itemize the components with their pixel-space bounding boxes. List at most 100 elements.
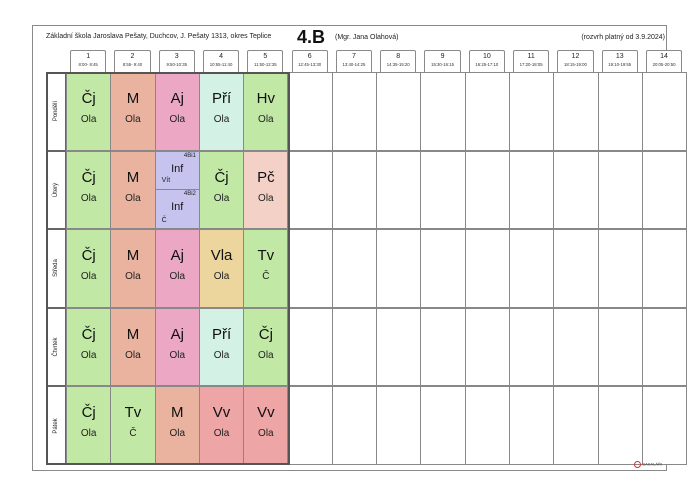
teacher-code: Ola (213, 271, 230, 283)
period-number: 4 (219, 53, 223, 60)
empty-cell[interactable] (376, 307, 422, 387)
lesson-cell[interactable]: Čj Ola (66, 72, 112, 151)
empty-cell[interactable] (376, 150, 422, 230)
lesson-cell[interactable]: Čj Ola (66, 150, 112, 230)
empty-cell[interactable] (553, 72, 599, 151)
empty-cell[interactable] (464, 307, 510, 387)
subject-code: M (126, 247, 140, 265)
lesson-cell[interactable]: Čj Ola (66, 386, 112, 465)
empty-cell[interactable] (420, 150, 466, 230)
lesson-cell[interactable]: Pří Ola (198, 72, 245, 151)
empty-cell[interactable] (376, 386, 422, 465)
empty-cell[interactable] (420, 307, 466, 387)
subject-code: Čj (81, 325, 96, 343)
teacher-code: Ola (213, 114, 230, 125)
subject-code: M (126, 168, 140, 186)
empty-cell[interactable] (553, 307, 599, 387)
lesson-cell[interactable]: Tv Č (110, 386, 156, 465)
empty-cell[interactable] (641, 229, 688, 308)
split-lesson-cell[interactable]: 4Bi1 Inf Vít 4Bi2 Inf Č (154, 150, 200, 230)
empty-cell[interactable] (641, 386, 688, 465)
empty-cell[interactable] (287, 72, 333, 151)
day-row: Pátek Čj Ola Tv Č M Ola Vv Ola Vv Ola (46, 386, 688, 465)
period-time: 18:15-19:00 (563, 62, 587, 67)
empty-cell[interactable] (597, 386, 643, 465)
empty-cell[interactable] (464, 150, 510, 230)
empty-cell[interactable] (553, 386, 599, 465)
day-row: Úterý Čj Ola M Ola 4Bi1 Inf Vít 4Bi2 Inf Č Čj Ola Pč O… (46, 150, 688, 230)
lesson-cell[interactable]: Aj Ola (154, 307, 200, 387)
group-lesson-bottom[interactable]: 4Bi2 Inf Č (155, 189, 199, 229)
lesson-cell[interactable]: Vv Ola (198, 386, 245, 465)
lesson-cell[interactable]: Čj Ola (198, 150, 245, 230)
empty-cell[interactable] (641, 72, 688, 151)
empty-cell[interactable] (553, 150, 599, 230)
day-name: Pátek (53, 418, 59, 434)
empty-cell[interactable] (420, 386, 466, 465)
empty-cell[interactable] (287, 229, 333, 308)
subject-code: Čj (81, 90, 96, 107)
empty-cell[interactable] (420, 72, 466, 151)
empty-cell[interactable] (509, 150, 555, 230)
empty-cell[interactable] (376, 229, 422, 308)
empty-cell[interactable] (641, 307, 688, 387)
period-header-14: 14 20:05-20:50 (645, 50, 683, 72)
empty-cell[interactable] (597, 307, 643, 387)
period-number: 5 (263, 53, 268, 60)
empty-cell[interactable] (464, 229, 510, 308)
empty-cell[interactable] (509, 386, 555, 465)
lesson-cell[interactable]: Čj Ola (243, 307, 289, 387)
empty-cell[interactable] (509, 307, 555, 387)
empty-cell[interactable] (287, 386, 333, 465)
lesson-cell[interactable]: M Ola (110, 150, 156, 230)
teacher-code: Vít (161, 176, 171, 184)
empty-cell[interactable] (376, 72, 422, 151)
empty-cell[interactable] (464, 386, 510, 465)
lesson-cell[interactable]: Hv Ola (243, 72, 289, 151)
period-number: 14 (660, 53, 668, 60)
lesson-cell[interactable]: Čj Ola (66, 229, 112, 308)
empty-cell[interactable] (597, 150, 643, 230)
period-time: 8:00- 8:45 (78, 62, 98, 67)
lesson-cell[interactable]: Vv Ola (243, 386, 289, 465)
lesson-cell[interactable]: M Ola (110, 72, 156, 151)
period-header-2: 2 8:55- 9:40 (114, 50, 151, 72)
empty-cell[interactable] (420, 229, 466, 308)
lesson-cell[interactable]: M Ola (110, 307, 156, 387)
empty-cell[interactable] (331, 229, 378, 308)
empty-cell[interactable] (331, 72, 378, 151)
empty-cell[interactable] (287, 150, 333, 230)
lesson-cell[interactable]: Pří Ola (198, 307, 245, 387)
logo-text: BAKALÁŘI (642, 461, 662, 467)
period-header-11: 11 17:20-18:05 (513, 50, 550, 72)
day-label: Pátek (46, 386, 66, 465)
lesson-cell[interactable]: M Ola (154, 386, 200, 465)
lesson-cell[interactable]: M Ola (110, 229, 156, 308)
empty-cell[interactable] (641, 150, 688, 230)
empty-cell[interactable] (509, 229, 555, 308)
empty-cell[interactable] (331, 150, 378, 230)
empty-cell[interactable] (553, 229, 599, 308)
day-label: Čtvrtek (46, 307, 66, 387)
empty-cell[interactable] (509, 72, 555, 151)
empty-cell[interactable] (331, 307, 378, 387)
lesson-cell[interactable]: Aj Ola (154, 229, 200, 308)
lesson-cell[interactable]: Pč Ola (243, 150, 289, 230)
lesson-cell[interactable]: Čj Ola (66, 307, 112, 387)
empty-cell[interactable] (597, 229, 643, 308)
empty-cell[interactable] (331, 386, 378, 465)
empty-cell[interactable] (287, 307, 333, 387)
group-lesson-top[interactable]: 4Bi1 Inf Vít (155, 151, 199, 190)
day-label: Středa (46, 229, 66, 308)
period-header-5: 5 11:50-12:35 (247, 50, 284, 72)
lesson-cell[interactable]: Vla Ola (198, 229, 245, 308)
lesson-cell[interactable]: Tv Č (243, 229, 289, 308)
subject-code: Pč (257, 168, 275, 186)
empty-cell[interactable] (597, 72, 643, 151)
day-name: Pondělí (53, 101, 59, 122)
empty-cell[interactable] (464, 72, 510, 151)
lesson-cell[interactable]: Aj Ola (154, 72, 200, 151)
subject-code: M (126, 325, 140, 343)
teacher-code: Ola (125, 192, 141, 204)
period-number: 7 (351, 53, 356, 60)
